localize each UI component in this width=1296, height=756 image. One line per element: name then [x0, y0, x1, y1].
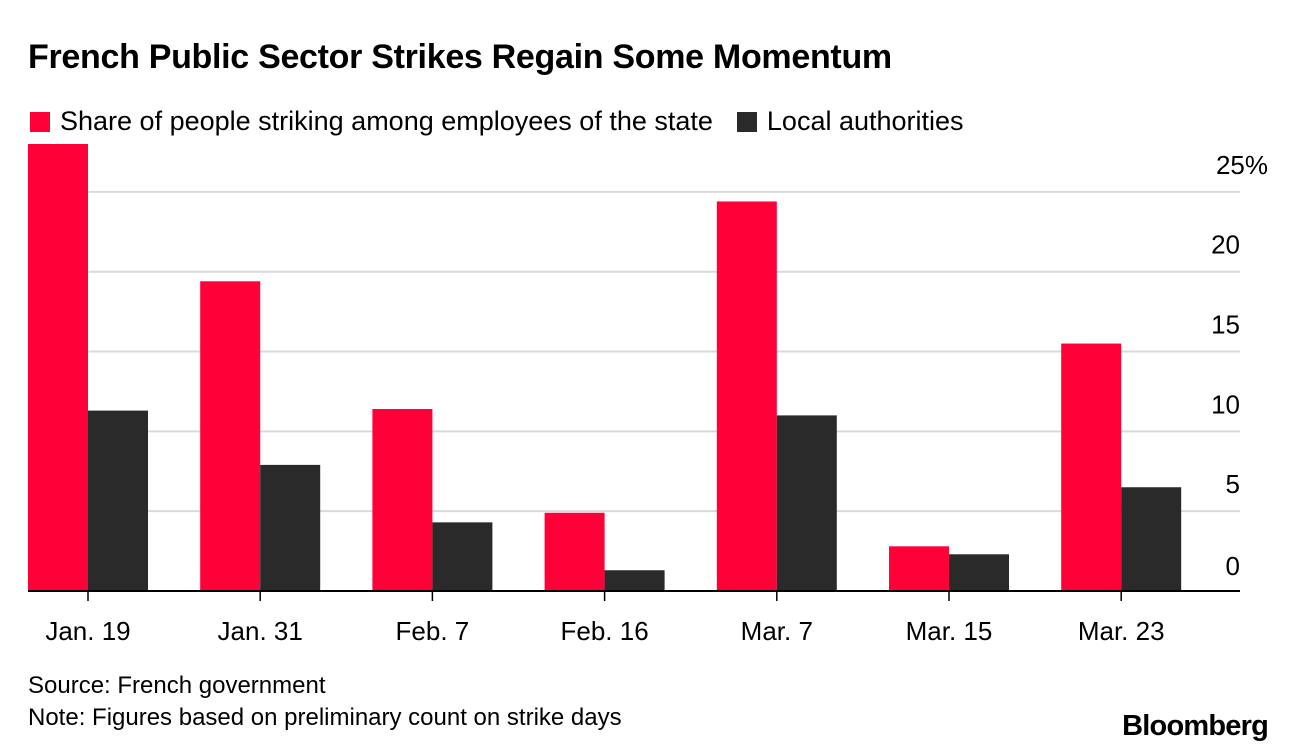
bar-local	[1121, 487, 1182, 591]
bar-local	[949, 554, 1009, 591]
footnote: Note: Figures based on preliminary count…	[28, 704, 622, 731]
y-tick-label: 20	[1211, 230, 1240, 260]
bar-local	[776, 415, 837, 591]
bar-state	[1061, 343, 1122, 591]
legend-label-state: Share of people striking among employees…	[60, 106, 713, 136]
x-tick-label: Mar. 7	[741, 616, 813, 646]
bar-local	[604, 570, 665, 591]
legend-label-local: Local authorities	[766, 106, 964, 136]
legend-swatch-local	[736, 111, 757, 132]
y-tick-label: 25%	[1216, 150, 1268, 180]
chart-title: French Public Sector Strikes Regain Some…	[28, 38, 892, 76]
bar-state	[372, 409, 433, 591]
bar-state	[544, 512, 605, 591]
bar-state	[200, 281, 261, 591]
bar-local	[260, 464, 321, 591]
legend-swatch-state	[30, 111, 50, 132]
source-note: Source: French government	[28, 672, 326, 699]
y-tick-label: 5	[1226, 469, 1240, 499]
bar-local	[88, 410, 148, 591]
x-tick-label: Jan. 31	[218, 616, 303, 646]
y-tick-label: 10	[1211, 389, 1240, 419]
x-tick-label: Mar. 15	[906, 616, 993, 646]
x-tick-label: Jan. 19	[45, 616, 130, 646]
x-tick-label: Feb. 16	[561, 616, 649, 646]
bar-local	[432, 522, 493, 591]
legend-item-local: Local authorities	[736, 106, 964, 137]
bar-state	[28, 144, 88, 591]
bar-state	[716, 201, 777, 591]
y-tick-label: 0	[1226, 551, 1240, 581]
x-tick-label: Mar. 23	[1078, 616, 1165, 646]
bar-state	[889, 546, 949, 591]
legend-item-state: Share of people striking among employees…	[30, 106, 713, 137]
legend: Share of people striking among employees…	[30, 106, 988, 137]
bloomberg-logo: Bloomberg	[1122, 710, 1269, 742]
x-tick-label: Feb. 7	[396, 616, 470, 646]
y-tick-label: 15	[1211, 310, 1240, 340]
